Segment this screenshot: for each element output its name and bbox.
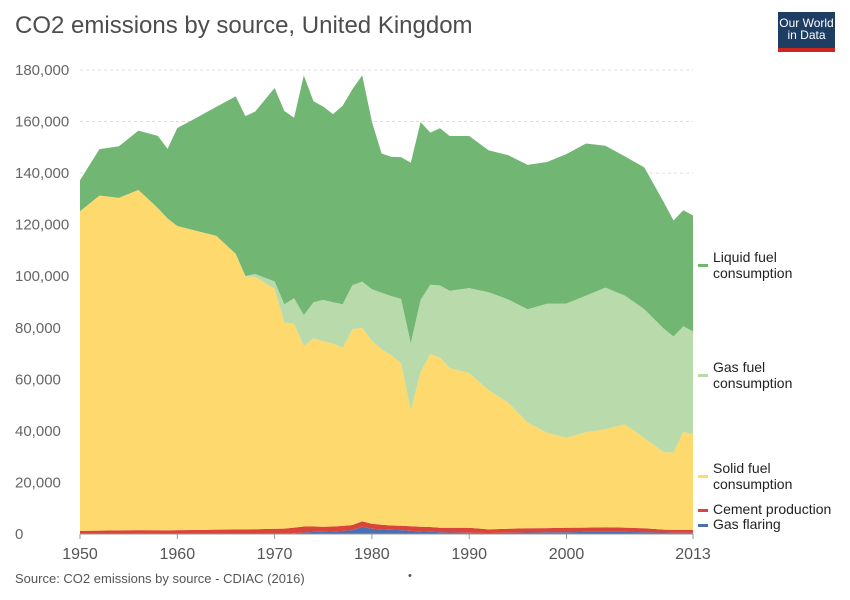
x-tick-label: 2013 <box>675 546 711 563</box>
footer-dot: • <box>408 570 412 582</box>
area-gas-fuel-consumption <box>80 189 693 453</box>
y-tick-label: 120,000 <box>15 217 69 234</box>
area-solid-fuel-consumption <box>80 189 693 531</box>
source-note[interactable]: Source: CO2 emissions by source - CDIAC … <box>15 571 305 586</box>
area-gas-flaring <box>80 526 693 534</box>
logo-line-1: Our World <box>779 16 834 30</box>
y-tick-label: 60,000 <box>15 371 61 388</box>
legend-swatch-gas-fuel-consumption <box>698 374 708 377</box>
chart-title: CO2 emissions by source, United Kingdom <box>15 12 473 39</box>
y-tick-label: 80,000 <box>15 320 61 337</box>
y-tick-label: 0 <box>15 526 23 543</box>
x-tick-label: 2000 <box>549 546 585 563</box>
x-tick-label: 1970 <box>257 546 293 563</box>
x-tick-label: 1990 <box>451 546 487 563</box>
owid-logo[interactable]: Our World in Data <box>778 12 835 52</box>
y-tick-label: 160,000 <box>15 114 69 131</box>
area-cement-production <box>80 521 693 534</box>
x-tick-label: 1960 <box>160 546 196 563</box>
y-tick-label: 20,000 <box>15 474 61 491</box>
y-tick-label: 140,000 <box>15 165 69 182</box>
legend-label-liquid-fuel-consumption: Liquid fuel consumption <box>713 249 792 281</box>
legend-label-cement-production: Cement production <box>713 501 831 517</box>
area-liquid-fuel-consumption <box>80 75 693 344</box>
x-tick-label: 1980 <box>354 546 390 563</box>
y-tick-label: 40,000 <box>15 423 61 440</box>
y-tick-label: 100,000 <box>15 268 69 285</box>
legend-swatch-cement-production <box>698 509 708 512</box>
legend-swatch-gas-flaring <box>698 524 708 527</box>
x-tick-label: 1950 <box>62 546 98 563</box>
legend-label-solid-fuel-consumption: Solid fuel consumption <box>713 460 792 492</box>
legend-swatch-solid-fuel-consumption <box>698 475 708 478</box>
legend-swatch-liquid-fuel-consumption <box>698 264 708 267</box>
legend-label-gas-flaring: Gas flaring <box>713 516 781 532</box>
logo-line-2: in Data <box>787 28 826 42</box>
y-tick-label: 180,000 <box>15 62 69 79</box>
legend-label-gas-fuel-consumption: Gas fuel consumption <box>713 359 792 391</box>
